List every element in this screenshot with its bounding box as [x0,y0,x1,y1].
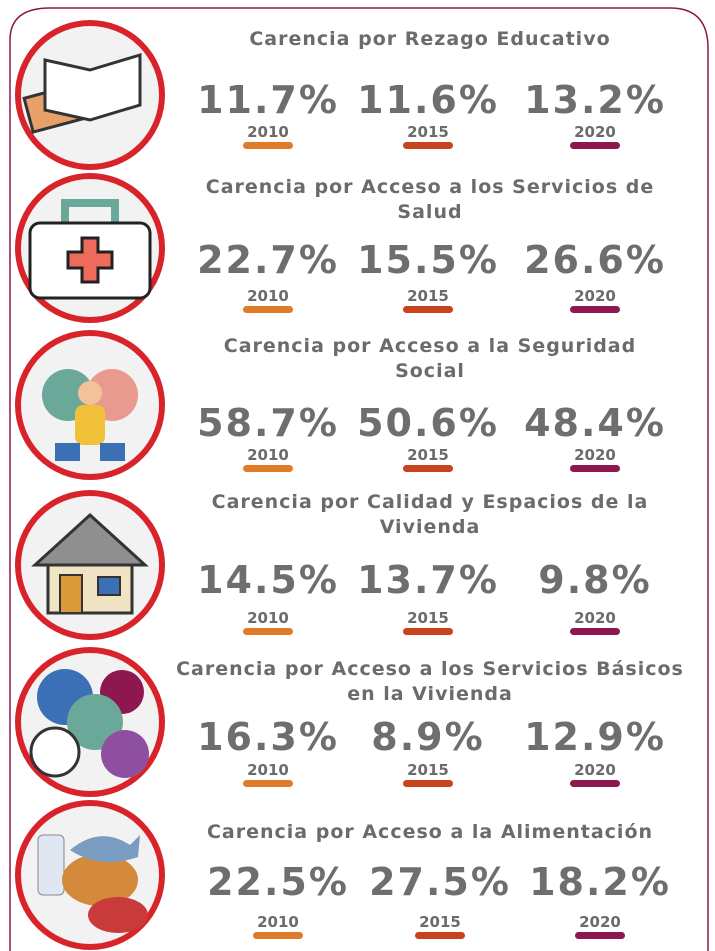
bottle [37,834,65,896]
percentage: 13.7% [357,558,499,602]
percentage: 58.7% [197,401,339,445]
percentage: 48.4% [524,401,666,445]
percentage: 18.2% [529,860,671,904]
percentage: 27.5% [369,860,511,904]
percentage: 16.3% [197,715,339,759]
percentage: 26.6% [524,238,666,282]
year-underline [570,306,620,313]
year-underline [243,142,293,149]
item-title: Carencia por Acceso a los Servicios Bási… [176,658,684,680]
row: Carencia por Acceso a los Servicios de Sa… [15,173,666,323]
year: 2015 [407,287,449,305]
year-underline [570,628,620,635]
item-title: Social [395,360,465,382]
year: 2020 [574,609,616,627]
item-title: Carencia por Calidad y Espacios de la [212,491,649,513]
year: 2015 [419,913,461,931]
year-underline [243,780,293,787]
percentage: 11.7% [197,78,339,122]
item-title: Carencia por Acceso a la Seguridad [224,335,636,357]
percentage: 15.5% [357,238,499,282]
year: 2010 [247,123,289,141]
row: Carencia por Acceso a la Seguridad Social… [15,330,666,480]
year-underline [403,628,453,635]
year-underline [243,465,293,472]
year: 2010 [257,913,299,931]
percentage: 13.2% [524,78,666,122]
item-title: Carencia por Rezago Educativo [249,28,610,50]
year-underline [570,780,620,787]
window [97,576,121,596]
year-underline [403,306,453,313]
percentage: 8.9% [371,715,484,759]
fish [70,835,140,863]
year: 2010 [247,761,289,779]
year: 2020 [574,446,616,464]
year-underline [243,628,293,635]
row: Carencia por Rezago Educativo 11.7%2010 11… [15,20,666,170]
year-underline [243,306,293,313]
year-underline [575,932,625,939]
item-title: Carencia por Acceso a los Servicios de [206,176,655,198]
year: 2010 [247,446,289,464]
year: 2015 [407,761,449,779]
hand [100,443,125,461]
percentage: 22.7% [197,238,339,282]
meat [88,897,148,933]
year: 2010 [247,609,289,627]
year: 2020 [579,913,621,931]
year-underline [570,465,620,472]
child-head [78,381,102,405]
percentage: 9.8% [538,558,651,602]
card-border [9,7,709,951]
percentage: 50.6% [357,401,499,445]
cross [66,236,114,284]
year-underline [253,932,303,939]
item-title: Carencia por Acceso a la Alimentación [207,821,653,843]
item-title: Vivienda [380,516,481,538]
year-underline [403,465,453,472]
percentage: 14.5% [197,558,339,602]
hand [55,443,80,461]
row: Carencia por Calidad y Espacios de la Viv… [15,490,651,640]
year: 2015 [407,123,449,141]
percentage: 22.5% [207,860,349,904]
water [67,694,123,750]
year-underline [403,780,453,787]
year: 2020 [574,287,616,305]
item-title: Salud [397,201,462,223]
item-title: en la Vivienda [347,683,513,705]
year: 2020 [574,123,616,141]
percentage: 11.6% [357,78,499,122]
year: 2015 [407,609,449,627]
kit-handle [61,199,119,223]
book-open [43,52,142,122]
percentage: 12.9% [524,715,666,759]
year: 2015 [407,446,449,464]
home [101,730,149,778]
year-underline [403,142,453,149]
row: Carencia por Acceso a los Servicios Bási… [15,647,684,797]
child [75,405,105,445]
row: Carencia por Acceso a la Alimentación 22.… [15,800,671,950]
chicken [62,854,138,906]
plug [29,726,81,778]
year-underline [415,932,465,939]
door [59,574,83,614]
year: 2010 [247,287,289,305]
year-underline [570,142,620,149]
year: 2020 [574,761,616,779]
